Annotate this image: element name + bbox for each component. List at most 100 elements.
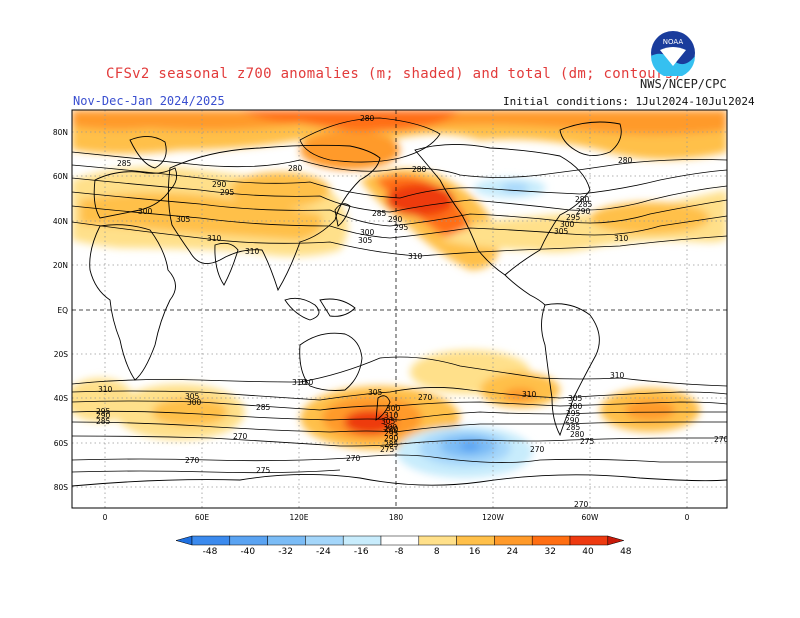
lat-label: 40S [54, 394, 69, 403]
lat-label: 20N [53, 261, 68, 270]
contour-label: 290 [576, 207, 591, 216]
contour-label: 300 [386, 404, 401, 413]
contour-label: 295 [566, 409, 581, 418]
contour-label: 285 [117, 159, 132, 168]
contour-label: 285 [578, 200, 593, 209]
contour-label: 290 [212, 180, 227, 189]
contour-label: 280 [412, 165, 427, 174]
colorbar-label: 24 [507, 547, 519, 557]
contour-label: 270 [530, 445, 545, 454]
lon-axis-labels: 0 60E 120E 180 120W 60W 0 [103, 513, 690, 522]
contour-label: 280 [288, 164, 303, 173]
contour-label: 310 [408, 252, 423, 261]
lon-label: 60W [582, 513, 600, 522]
contour-label: 285 [384, 440, 399, 449]
contour-label: 285 [372, 209, 387, 218]
lat-lon-grid [72, 110, 727, 508]
contour-label: 275 [256, 466, 271, 475]
contour-label: 305 [368, 388, 383, 397]
lat-label: EQ [57, 306, 68, 315]
contour-label: 310 [610, 371, 625, 380]
colorbar-segment [267, 535, 306, 546]
colorbar-label: -40 [240, 547, 255, 557]
contour-label: 305 [176, 215, 191, 224]
contour-label: 270 [233, 432, 248, 441]
colorbar-label: 32 [544, 547, 555, 557]
contour-label: 270 [418, 393, 433, 402]
contour-label: 285 [256, 403, 271, 412]
lat-label: 80S [54, 483, 69, 492]
lon-label: 120W [482, 513, 504, 522]
lat-label: 80N [53, 128, 68, 137]
colorbar-label: 8 [434, 547, 440, 557]
contour-label: 290 [384, 434, 399, 443]
contour-label: 310 [299, 378, 314, 387]
contour-label: 300 [383, 423, 398, 432]
lon-label: 60E [195, 513, 210, 522]
contour-label: 280 [575, 195, 590, 204]
contour-label: 305 [381, 417, 396, 426]
colorbar-segment [380, 535, 420, 546]
contour-label: 270 [574, 500, 589, 509]
contour-label: 310 [292, 378, 307, 387]
contour-label: 270 [185, 456, 200, 465]
equator-dateline [72, 110, 727, 508]
initial-conditions-label: Initial conditions: 1Jul2024-10Jul2024 [503, 95, 755, 108]
contour-label: 310 [207, 234, 222, 243]
contour-label: 290 [565, 416, 580, 425]
colorbar-label: -8 [395, 547, 404, 557]
colorbar-segment [456, 535, 495, 546]
contour-label: 310 [245, 247, 260, 256]
contour-label: 270 [346, 454, 361, 463]
contour-label: 295 [384, 429, 399, 438]
colorbar-segment [494, 535, 533, 546]
contour-label: 280 [570, 430, 585, 439]
contour-label: 305 [358, 236, 373, 245]
contour-label: 300 [568, 402, 583, 411]
z700-contours [72, 117, 727, 474]
contour-label: 305 [568, 394, 583, 403]
contour-label: 290 [96, 411, 111, 420]
lon-label: 120E [289, 513, 308, 522]
colorbar-label: 40 [582, 547, 594, 557]
contour-label: 295 [394, 223, 409, 232]
contour-label: 270 [714, 435, 729, 444]
colorbar-label: 16 [469, 547, 481, 557]
contour-label: 280 [360, 114, 375, 123]
contour-label: 295 [96, 407, 111, 416]
contour-label: 280 [384, 425, 399, 434]
season-label: Nov-Dec-Jan 2024/2025 [73, 94, 225, 108]
contour-label: 305 [554, 227, 569, 236]
colorbar: -48 -40 -32 -24 -16 -8 8 16 24 32 40 48 [175, 535, 632, 557]
colorbar-segment [531, 535, 571, 546]
noaa-logo-icon: NOAA [651, 31, 695, 76]
chart-title: CFSv2 seasonal z700 anomalies (m; shaded… [106, 66, 683, 82]
colorbar-segment [342, 535, 382, 546]
contour-label: 300 [138, 207, 153, 216]
contour-labels: 280 285 280 280 290 295 300 305 310 310 … [96, 114, 729, 509]
lon-label: 0 [685, 513, 690, 522]
colorbar-label: 48 [620, 547, 632, 557]
contour-label: 310 [98, 385, 113, 394]
colorbar-label: -32 [278, 547, 293, 557]
lat-label: 60S [54, 439, 69, 448]
contour-label: 290 [388, 215, 403, 224]
contour-label: 295 [220, 188, 235, 197]
lat-axis-labels: 80N 60N 40N 20N EQ 20S 40S 60S 80S [53, 128, 68, 492]
contour-label: 295 [566, 213, 581, 222]
contour-label: 285 [96, 417, 111, 426]
noaa-logo-text: NOAA [663, 38, 684, 46]
lat-label: 20S [54, 350, 69, 359]
colorbar-segment [569, 535, 609, 546]
colorbar-segment [229, 535, 268, 546]
colorbar-label: -48 [203, 547, 218, 557]
contour-label: 280 [618, 156, 633, 165]
contour-label: 310 [384, 411, 399, 420]
colorbar-segment [418, 535, 457, 546]
agency-label: NWS/NCEP/CPC [640, 77, 727, 91]
contour-label: 300 [560, 220, 575, 229]
colorbar-label: -16 [354, 547, 369, 557]
map-frame [71, 109, 728, 509]
lon-label: 0 [103, 513, 108, 522]
